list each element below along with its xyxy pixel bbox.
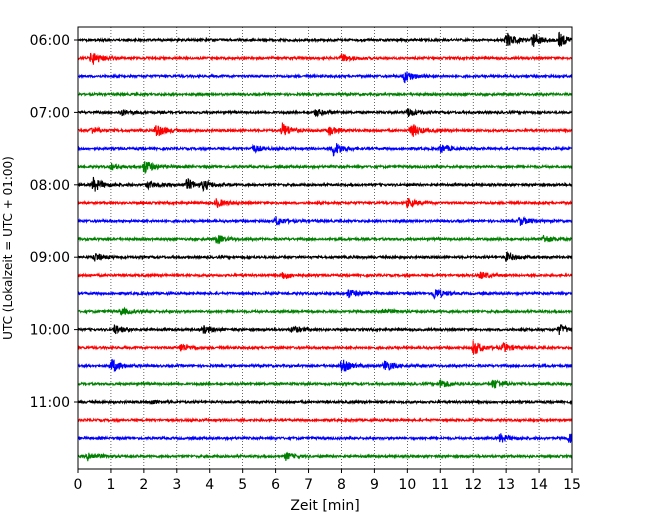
y-tick-label: 06:00 [30, 33, 70, 49]
trace-0930 [77, 289, 573, 300]
y-tick-label: 11:00 [30, 395, 70, 411]
trace-0830 [77, 215, 573, 226]
seismic-traces [77, 31, 573, 462]
trace-1045 [77, 378, 573, 389]
x-tick-label: 1 [106, 477, 115, 493]
y-tick-label: 10:00 [30, 323, 70, 339]
trace-1000 [77, 324, 573, 335]
trace-0945 [77, 306, 573, 316]
trace-1145 [77, 451, 573, 462]
trace-1015 [77, 340, 573, 355]
x-tick-label: 4 [205, 477, 214, 493]
x-tick-label: 2 [139, 477, 148, 493]
trace-0900 [77, 251, 573, 262]
x-tick-label: 8 [337, 477, 346, 493]
x-tick-label: 3 [172, 477, 181, 493]
y-axis-ticks: 06:00 07:00 08:00 09:00 10:00 11:00 [30, 33, 78, 411]
trace-1030 [77, 358, 573, 373]
trace-0700 [77, 108, 573, 118]
x-tick-label: 5 [238, 477, 247, 493]
x-tick-label: 12 [464, 477, 482, 493]
y-axis-label: UTC (Lokalzeit = UTC + 01:00) [1, 156, 15, 340]
trace-0715 [77, 122, 572, 137]
y-tick-label: 07:00 [30, 105, 70, 121]
x-tick-label: 7 [304, 477, 313, 493]
x-tick-label: 6 [271, 477, 280, 493]
trace-0615 [77, 52, 573, 65]
x-tick-label: 14 [530, 477, 548, 493]
y-tick-label: 09:00 [30, 250, 70, 266]
trace-0645 [77, 91, 573, 98]
trace-0815 [77, 197, 573, 209]
x-tick-label: 11 [431, 477, 449, 493]
trace-0915 [77, 271, 573, 280]
x-axis-ticks: 0 1 2 3 4 5 6 7 8 9 10 11 12 13 14 15 [74, 469, 581, 493]
trace-1130 [77, 433, 573, 443]
trace-1100 [77, 398, 573, 406]
x-tick-label: 9 [370, 477, 379, 493]
x-tick-label: 10 [398, 477, 416, 493]
y-tick-label: 08:00 [30, 178, 70, 194]
trace-1115 [77, 416, 573, 424]
trace-0630 [77, 71, 573, 84]
x-tick-label: 13 [497, 477, 515, 493]
trace-0730 [77, 143, 572, 157]
plot-frame [77, 26, 573, 470]
x-tick-label: 15 [563, 477, 581, 493]
x-axis-label: Zeit [min] [290, 498, 359, 514]
trace-0800 [77, 176, 573, 193]
trace-0745 [77, 161, 573, 174]
trace-0600 [77, 31, 573, 47]
trace-0845 [77, 234, 573, 245]
x-tick-label: 0 [74, 477, 83, 493]
